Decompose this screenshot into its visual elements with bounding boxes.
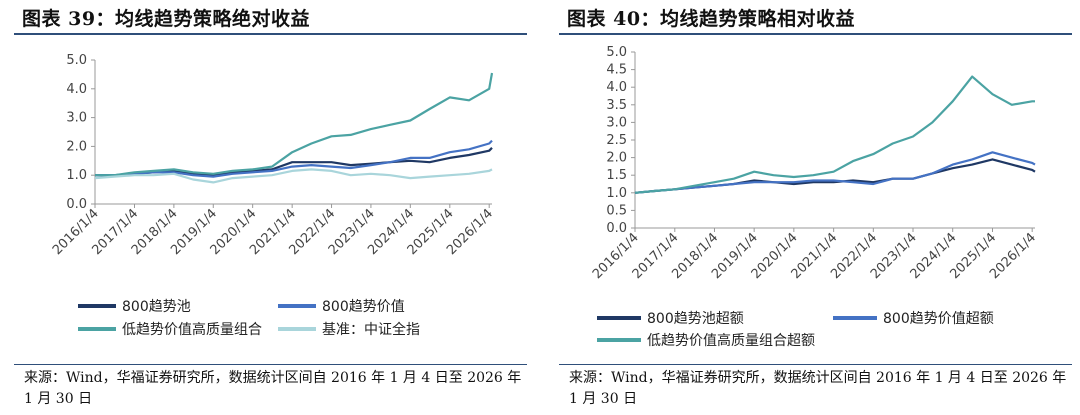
y-tick-label: 1.5 [606,168,627,183]
chart-title: 图表 40：均线趋势策略相对收益 [567,8,856,30]
series-line-2 [95,72,494,177]
y-tick-label: 3.5 [606,98,627,113]
y-tick-label: 0.0 [606,221,627,236]
legend-label: 基准：中证全指 [322,321,420,338]
legend-label: 低趋势价值高质量组合 [122,321,262,338]
source-note: 来源：Wind，华福证券研究所，数据统计区间自 2016 年 1 月 4 日至 … [24,370,522,407]
chart-panel-39: 图表 39：均线趋势策略绝对收益 0.0 1.0 2.0 3.0 4.0 5.0 2016/… [0,0,535,415]
source-divider [14,364,527,365]
series-line-2 [634,75,1035,194]
y-tick-label: 2.5 [606,133,627,148]
y-tick-label: 3.0 [66,111,87,126]
line-chart-relative-return: 0.00.51.01.52.02.53.03.54.04.55.02016/1/… [590,45,1039,349]
legend-label: 800趋势价值 [322,299,405,315]
y-tick-label: 1.0 [66,168,87,183]
legend-label: 800趋势价值超额 [883,311,994,327]
source-note: 来源：Wind，华福证券研究所，数据统计区间自 2016 年 1 月 4 日至 … [569,370,1067,407]
y-tick-label: 5.0 [66,53,87,68]
y-tick-label: 3.0 [606,115,627,130]
y-tick-label: 4.0 [606,80,627,95]
source-divider [559,364,1072,365]
y-tick-label: 4.5 [606,63,627,78]
y-tick-label: 0.5 [606,203,627,218]
chart-title: 图表 39：均线趋势策略绝对收益 [22,8,311,30]
y-tick-label: 1.0 [606,186,627,201]
legend-label: 800趋势池 [122,299,191,315]
chart-panel-40: 图表 40：均线趋势策略相对收益 0.0 0.5 1.0 1.5 2.0 2.5 3.0 3.… [545,0,1080,415]
y-tick-label: 2.0 [66,139,87,154]
line-chart-absolute-return: 0.01.02.03.04.05.02016/1/42017/1/42018/1… [50,53,496,338]
series-line-3 [94,168,493,184]
title-divider [14,33,527,35]
y-tick-label: 4.0 [66,82,87,97]
legend-label: 800趋势池超额 [647,311,744,327]
y-tick-label: 0.0 [66,197,87,212]
series-line-1 [95,139,493,178]
y-tick-label: 2.0 [606,151,627,166]
y-tick-label: 5.0 [606,45,627,60]
series-line-1 [634,151,1036,194]
title-divider [559,33,1072,35]
legend-label: 低趋势价值高质量组合超额 [647,332,815,349]
